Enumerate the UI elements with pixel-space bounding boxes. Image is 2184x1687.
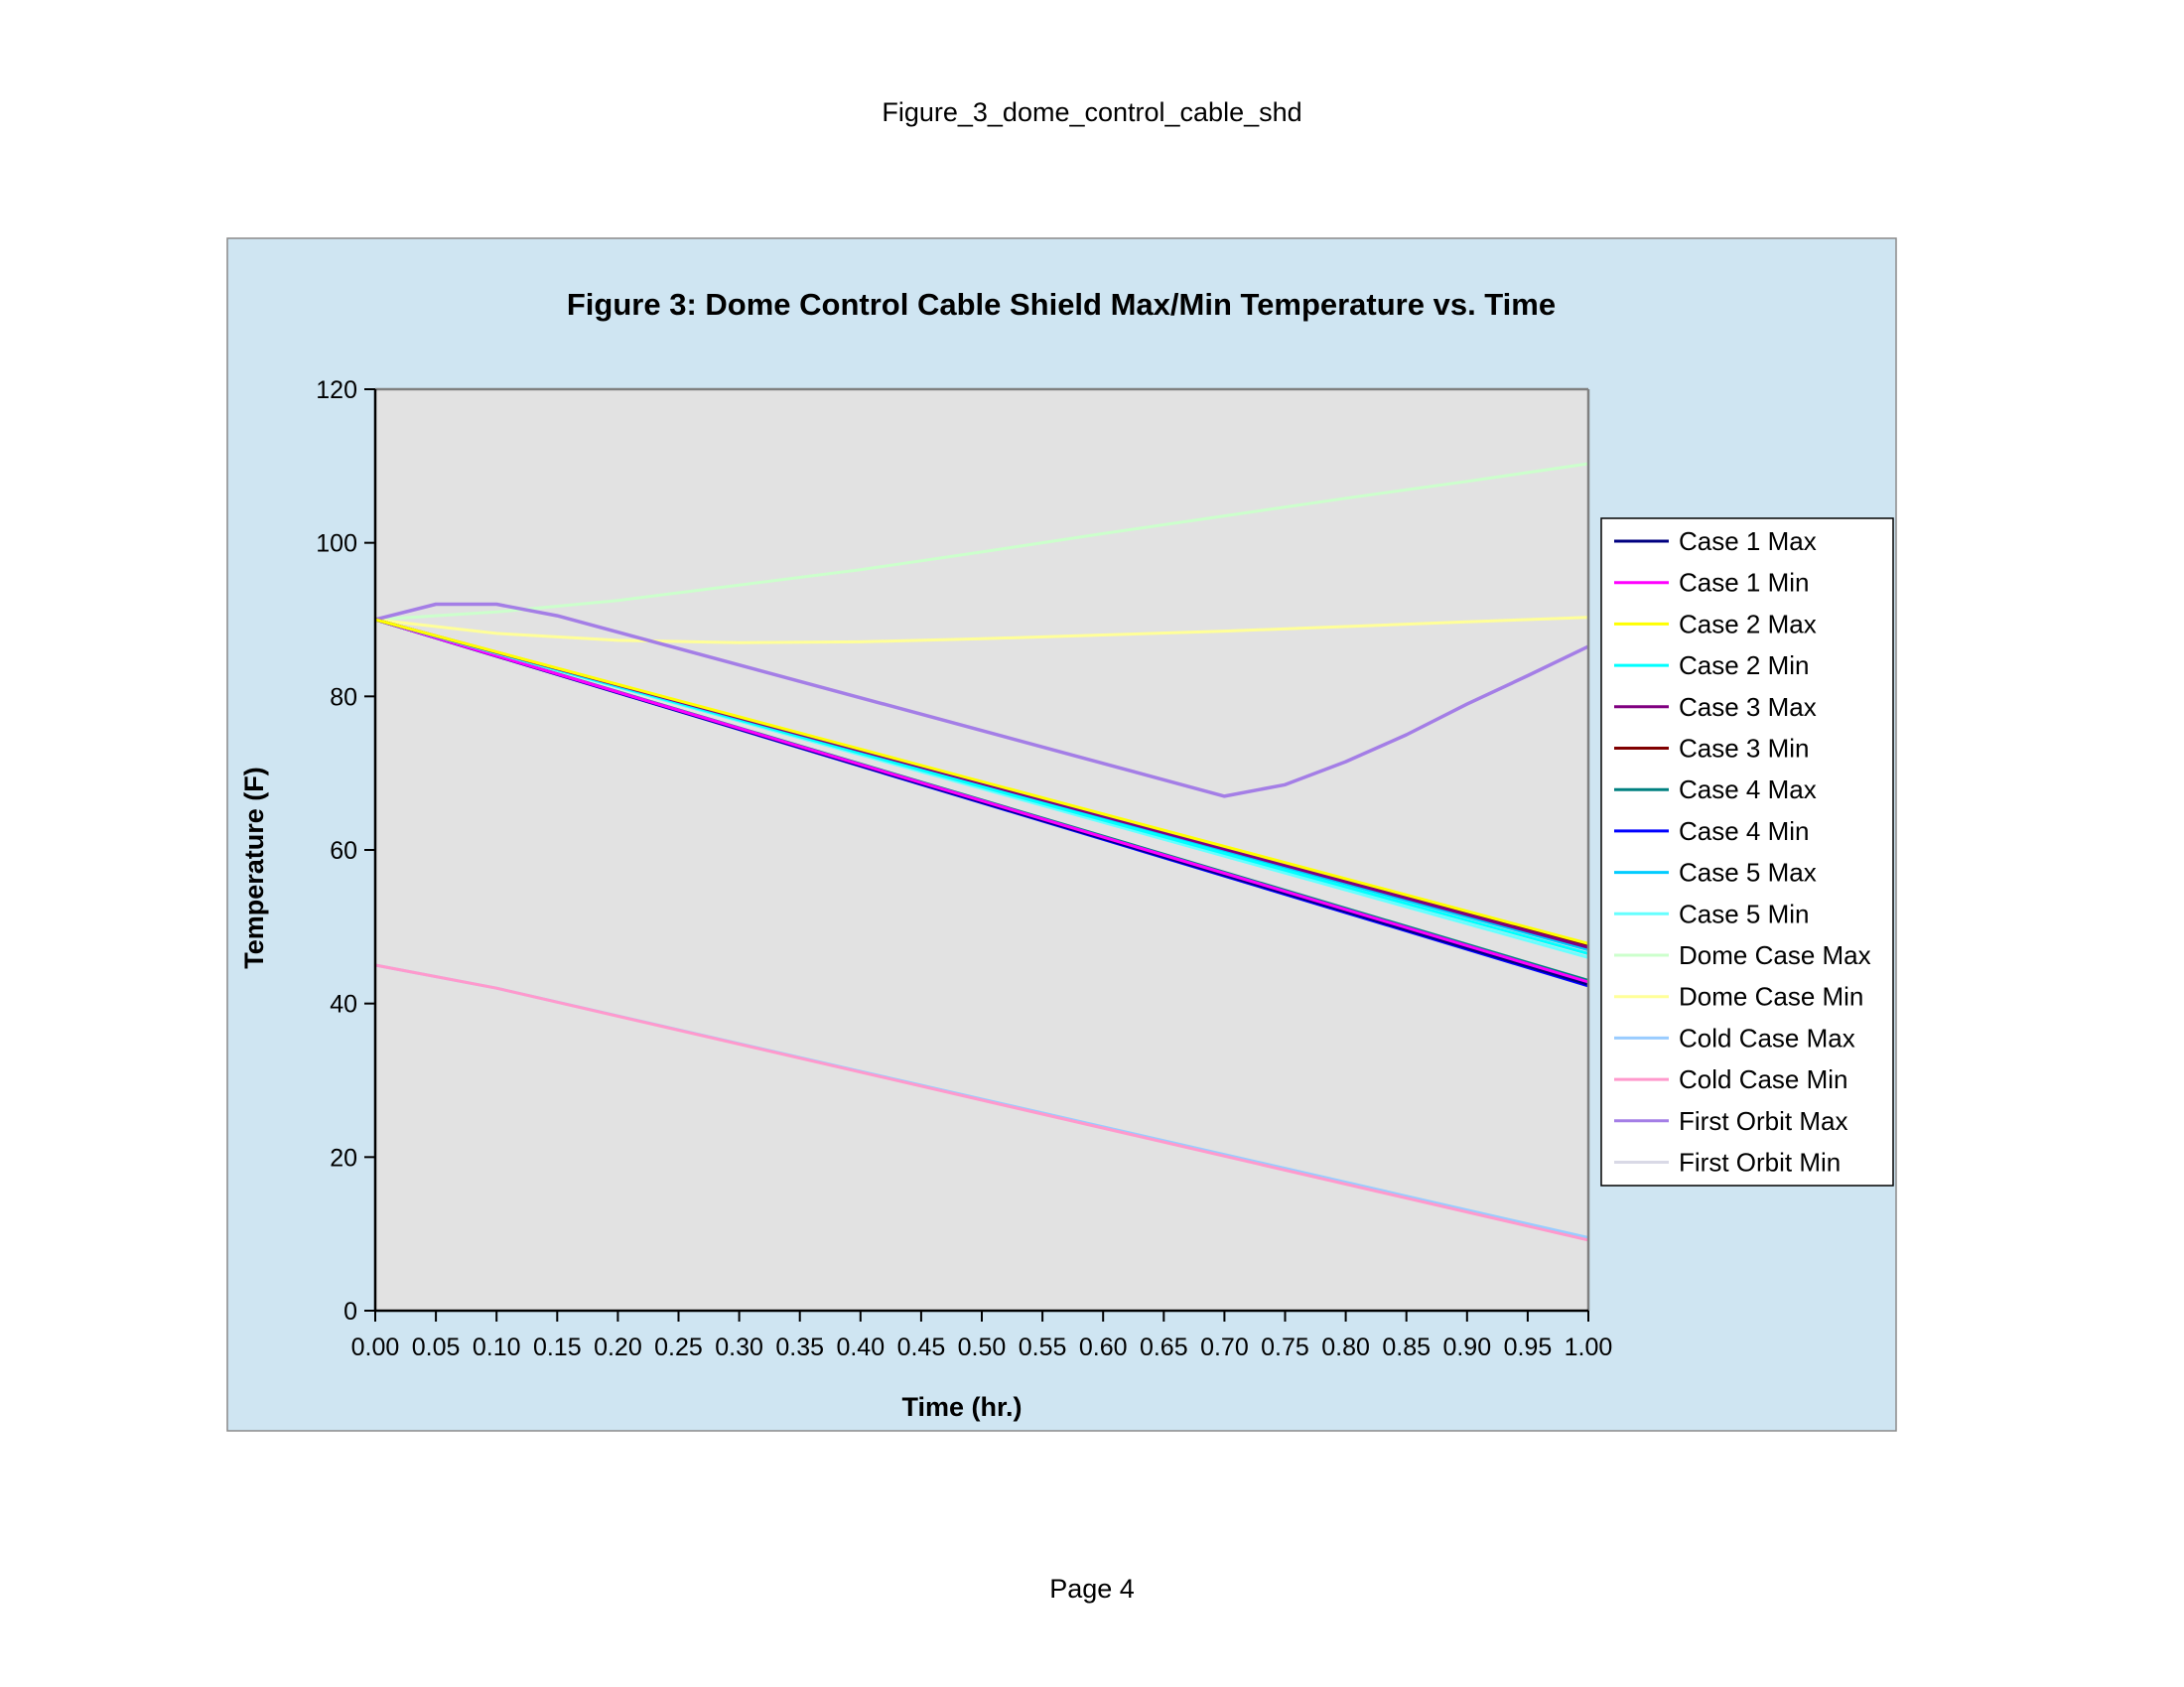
- x-tick-label: 0.95: [1504, 1334, 1553, 1361]
- x-tick-label: 0.20: [594, 1334, 642, 1361]
- legend-entry: Case 2 Min: [1679, 650, 1810, 680]
- x-tick-label: 0.25: [654, 1334, 703, 1361]
- x-tick-label: 0.35: [775, 1334, 824, 1361]
- legend-entry: Case 2 Max: [1679, 609, 1817, 638]
- legend-entry: Cold Case Min: [1679, 1064, 1848, 1094]
- x-tick-label: 0.80: [1321, 1334, 1370, 1361]
- page-header: Figure_3_dome_control_cable_shd: [882, 97, 1302, 127]
- x-tick-label: 0.85: [1382, 1334, 1431, 1361]
- y-tick-label: 0: [343, 1298, 357, 1326]
- y-tick-label: 80: [330, 683, 357, 711]
- series-line-case-2-max: [374, 618, 1589, 945]
- x-tick-label: 0.30: [715, 1334, 763, 1361]
- x-tick-label: 1.00: [1565, 1334, 1613, 1361]
- x-tick-label: 0.50: [958, 1334, 1007, 1361]
- legend-entry: Case 5 Max: [1679, 858, 1817, 888]
- legend-entry: Case 1 Min: [1679, 568, 1810, 598]
- x-tick-label: 0.65: [1140, 1334, 1188, 1361]
- y-tick-label: 40: [330, 991, 357, 1019]
- y-tick-label: 120: [316, 376, 357, 404]
- legend-entry: Case 1 Max: [1679, 526, 1817, 556]
- legend: Case 1 Max Case 1 Min Case 2 Max Case 2 Min…: [1600, 517, 1894, 1187]
- x-tick-label: 0.90: [1442, 1334, 1491, 1361]
- legend-entry: Case 3 Max: [1679, 692, 1817, 722]
- legend-entry: Cold Case Max: [1679, 1023, 1855, 1053]
- x-tick-label: 0.15: [533, 1334, 582, 1361]
- y-tick-label: 20: [330, 1144, 357, 1172]
- legend-entry: Dome Case Max: [1679, 940, 1871, 970]
- series-line-cold-case-min: [374, 963, 1589, 1242]
- legend-entry: First Orbit Min: [1679, 1148, 1841, 1178]
- y-axis-title: Temperature (F): [239, 767, 269, 969]
- series-lines: [374, 462, 1589, 1242]
- x-tick-label: 0.60: [1079, 1334, 1128, 1361]
- series-line-first-orbit-max: [374, 602, 1589, 798]
- legend-entry: Case 5 Min: [1679, 899, 1810, 928]
- y-tick-label: 100: [316, 530, 357, 558]
- legend-entry: Case 4 Min: [1679, 816, 1810, 846]
- series-line-dome-case-max: [374, 462, 1589, 622]
- page-footer: Page 4: [1049, 1574, 1135, 1604]
- x-axis-title: Time (hr.): [901, 1392, 1022, 1422]
- series-line-dome-case-min: [374, 616, 1589, 644]
- x-tick-label: 0.10: [473, 1334, 521, 1361]
- x-tick-label: 0.70: [1200, 1334, 1249, 1361]
- y-axis-ticks: 0 20 40 60 80 100 120: [316, 376, 375, 1326]
- x-axis-ticks: 0.00 0.05 0.10 0.15 0.20 0.25 0.30 0.35 0.40 0.45…: [351, 1311, 1613, 1361]
- y-tick-label: 60: [330, 837, 357, 865]
- legend-box: [1600, 517, 1894, 1187]
- x-tick-label: 0.05: [412, 1334, 461, 1361]
- chart-title: Figure 3: Dome Control Cable Shield Max/…: [567, 287, 1556, 322]
- x-tick-label: 0.55: [1019, 1334, 1067, 1361]
- x-tick-label: 0.45: [897, 1334, 946, 1361]
- plot-area: [375, 389, 1588, 1311]
- legend-entry: Case 4 Max: [1679, 774, 1817, 804]
- legend-entry: Case 3 Min: [1679, 734, 1810, 764]
- series-line-case-1-min: [374, 618, 1589, 984]
- x-tick-label: 0.75: [1261, 1334, 1309, 1361]
- x-tick-label: 0.00: [351, 1334, 400, 1361]
- legend-entry: First Orbit Max: [1679, 1106, 1847, 1136]
- legend-entry: Dome Case Min: [1679, 982, 1863, 1012]
- x-tick-label: 0.40: [836, 1334, 885, 1361]
